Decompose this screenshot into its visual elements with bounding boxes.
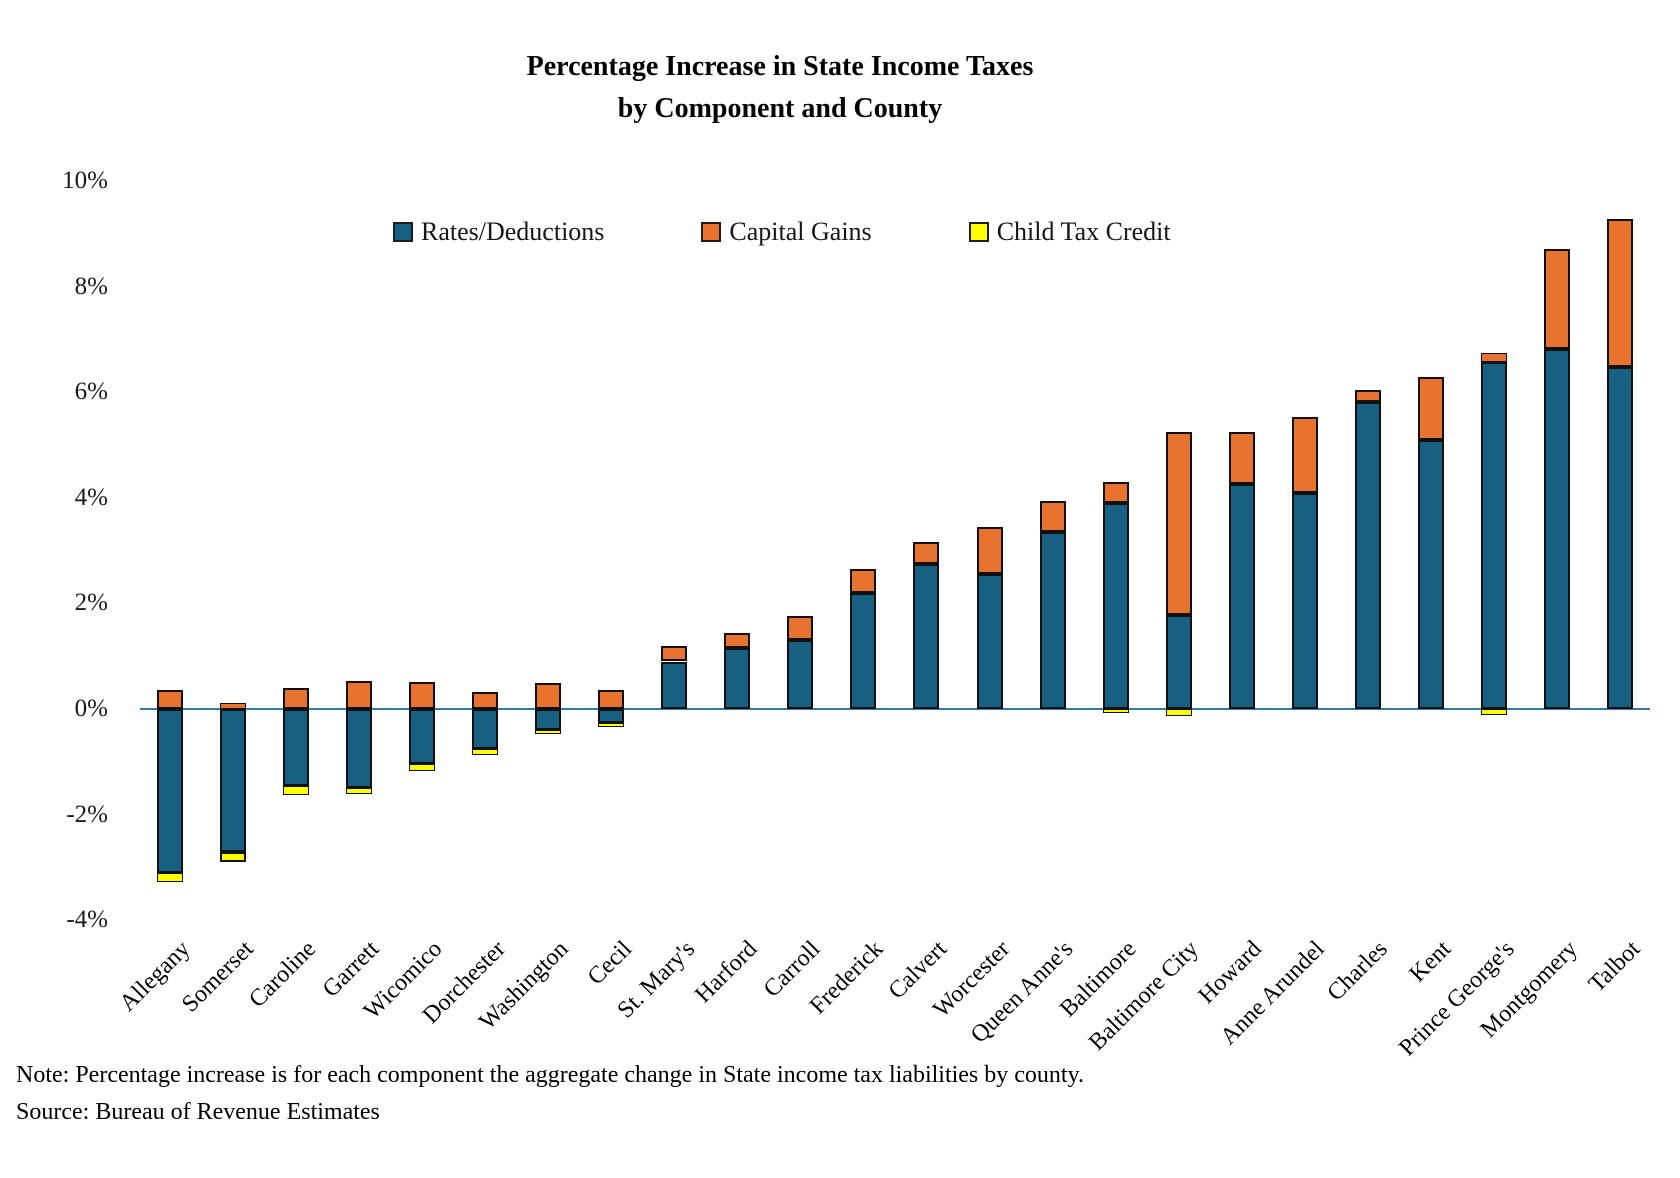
bar-segment-capital-gains-harford [724,632,751,648]
bar-segment-capital-gains-baltimore [1102,481,1129,504]
bar-segment-rates-deductions-wicomico [409,709,436,765]
bar-segment-capital-gains-cecil [598,689,625,709]
bar-segment-capital-gains-wicomico [409,681,436,709]
bar-segment-child-tax-credit-baltimore [1102,709,1129,714]
y-axis-tick-label: -2% [66,800,108,828]
bar-segment-child-tax-credit-dorchester [472,748,499,756]
bar-segment-child-tax-credit-cecil [598,723,625,727]
bar-segment-rates-deductions-dorchester [472,709,499,749]
bar-segment-capital-gains-carroll [787,616,814,640]
bar-segment-rates-deductions-anne-arundel [1291,492,1318,709]
y-axis-tick-label: -4% [66,906,108,934]
bar-segment-capital-gains-frederick [850,568,877,593]
y-axis-tick-label: 4% [74,483,108,511]
chart-notes: Note: Percentage increase is for each co… [16,1057,1084,1131]
bar-segment-capital-gains-queen-anne-s [1039,500,1066,532]
bar-segment-capital-gains-garrett [346,680,373,709]
bar-segment-child-tax-credit-washington [535,729,562,735]
y-axis-tick-label: 8% [74,272,108,300]
legend-item-child-tax-credit: Child Tax Credit [968,217,1171,247]
bar-segment-rates-deductions-cecil [598,709,625,724]
chart-legend: Rates/Deductions Capital Gains Child Tax C… [393,217,1171,247]
bar-segment-capital-gains-kent [1417,377,1444,441]
y-axis-tick-label: 6% [74,378,108,406]
bar-segment-child-tax-credit-allegany [157,873,183,882]
bar-segment-child-tax-credit-garrett [346,787,373,794]
chart-title-line1: Percentage Increase in State Income Taxe… [526,51,1034,82]
bar-segment-rates-deductions-talbot [1606,366,1633,709]
x-axis-label-kent: Kent [1404,936,1457,988]
bar-segment-capital-gains-calvert [913,541,940,565]
note-text: Note: Percentage increase is for each co… [16,1062,1085,1088]
bar-segment-capital-gains-anne-arundel [1291,417,1318,493]
x-axis-label-baltimore-city: Baltimore City [1084,936,1205,1056]
bar-segment-capital-gains-washington [535,682,562,709]
bar-segment-capital-gains-somerset [220,702,247,709]
legend-label: Rates/Deductions [421,217,605,246]
bar-segment-rates-deductions-washington [535,709,562,730]
x-axis-label-caroline: Caroline [244,936,322,1013]
bar-segment-capital-gains-howard [1228,432,1255,485]
zero-axis-line [140,708,1650,710]
bar-segment-child-tax-credit-caroline [283,786,310,796]
bar-segment-child-tax-credit-baltimore-city [1165,709,1192,716]
bar-segment-rates-deductions-calvert [913,564,940,709]
legend-label: Child Tax Credit [996,217,1171,246]
bar-segment-capital-gains-worcester [976,526,1003,575]
bar-segment-child-tax-credit-wicomico [409,764,436,772]
bar-segment-rates-deductions-montgomery [1543,349,1570,709]
bar-segment-child-tax-credit-somerset [220,851,247,862]
legend-swatch-icon [968,222,989,242]
bar-segment-capital-gains-prince-george-s [1480,353,1507,363]
y-axis-tick-label: 0% [74,695,108,722]
bar-segment-rates-deductions-howard [1228,484,1255,709]
bar-segment-rates-deductions-caroline [283,709,310,787]
bar-segment-rates-deductions-worcester [976,574,1003,709]
bar-segment-rates-deductions-carroll [787,639,814,709]
bar-segment-rates-deductions-prince-george-s [1480,362,1507,709]
bar-segment-capital-gains-charles [1354,390,1381,402]
legend-swatch-icon [701,222,722,242]
bar-segment-rates-deductions-somerset [220,709,247,852]
x-axis-label-cecil: Cecil [582,936,637,991]
bar-segment-rates-deductions-st-mary-s [661,661,688,709]
chart-title: Percentage Increase in State Income Taxe… [30,46,1530,130]
bar-segment-rates-deductions-kent [1417,440,1444,709]
legend-item-capital-gains: Capital Gains [701,217,872,247]
bar-segment-rates-deductions-harford [724,647,751,709]
bar-segment-capital-gains-st-mary-s [661,645,688,662]
legend-label: Capital Gains [729,217,872,246]
bar-segment-rates-deductions-baltimore [1102,503,1129,709]
legend-swatch-icon [393,222,413,242]
bar-segment-child-tax-credit-prince-george-s [1480,709,1507,716]
bar-segment-capital-gains-montgomery [1543,248,1570,349]
bar-segment-rates-deductions-garrett [346,709,373,788]
legend-item-rates-deductions: Rates/Deductions [393,217,604,247]
bar-segment-capital-gains-dorchester [472,692,499,709]
bar-segment-rates-deductions-charles [1354,401,1381,709]
x-axis-label-talbot: Talbot [1583,936,1646,998]
x-axis-label-charles: Charles [1322,936,1394,1007]
bar-segment-capital-gains-caroline [283,688,310,709]
y-axis-tick-label: 10% [62,167,108,195]
bar-segment-capital-gains-talbot [1606,219,1633,367]
bar-segment-capital-gains-baltimore-city [1165,431,1192,615]
bar-segment-rates-deductions-queen-anne-s [1039,531,1066,709]
y-axis-tick-label: 2% [74,589,108,617]
bar-segment-capital-gains-allegany [157,689,183,709]
source-text: Source: Bureau of Revenue Estimates [16,1099,380,1125]
bar-segment-rates-deductions-allegany [157,709,183,874]
x-axis-label-harford: Harford [690,936,763,1009]
bar-segment-rates-deductions-baltimore-city [1165,614,1192,709]
bar-segment-rates-deductions-frederick [850,592,877,709]
chart-title-line2: by Component and County [617,93,943,124]
